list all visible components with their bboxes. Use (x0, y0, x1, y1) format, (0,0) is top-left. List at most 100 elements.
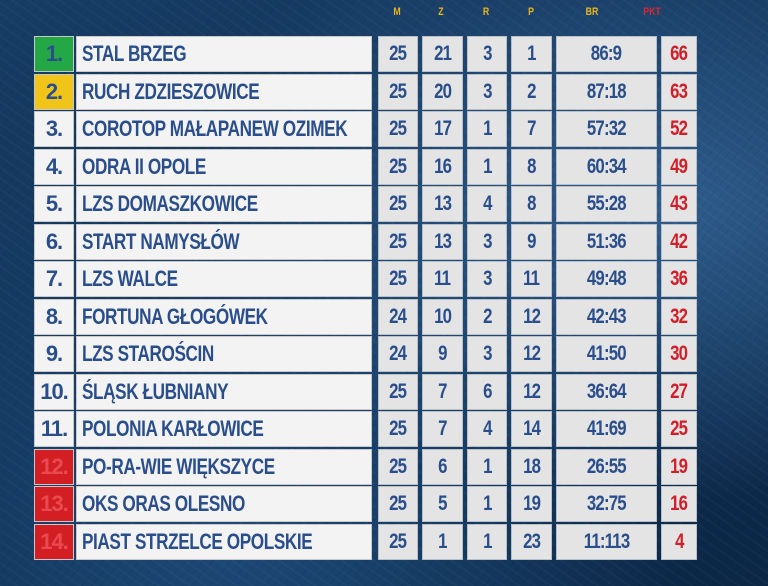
header-wins: Z (438, 6, 444, 18)
wins-cell: 6 (422, 448, 463, 485)
header-draws: R (482, 6, 490, 18)
wins-cell: 10 (422, 298, 463, 335)
goals-cell: 11:113 (556, 523, 657, 560)
matches-cell: 25 (378, 148, 418, 185)
team-name-cell: ŚLĄSK ŁUBNIANY (76, 373, 372, 410)
points-cell: 49 (661, 148, 697, 185)
matches-cell: 24 (378, 298, 418, 335)
goals-cell: 41:69 (556, 411, 657, 447)
team-name-cell: PIAST STRZELCE OPOLSKIE (76, 523, 372, 560)
position-cell: 11. (34, 411, 74, 447)
losses-cell: 23 (511, 523, 552, 560)
table-row: 8. FORTUNA GŁOGÓWEK 24 10 2 12 42:43 32 (34, 298, 697, 335)
matches-cell: 25 (378, 36, 418, 72)
points-cell: 30 (661, 336, 697, 372)
team-name-cell: OKS ORAS OLESNO (76, 486, 372, 522)
goals-cell: 55:28 (556, 186, 657, 222)
goals-cell: 57:32 (556, 111, 657, 147)
wins-cell: 13 (422, 223, 463, 260)
goals-cell: 51:36 (556, 223, 657, 260)
points-cell: 27 (661, 373, 697, 410)
goals-cell: 36:64 (556, 373, 657, 410)
position-cell: 13. (34, 486, 74, 522)
team-name-cell: RUCH ZDZIESZOWICE (76, 73, 372, 110)
table-row: 4. ODRA II OPOLE 25 16 1 8 60:34 49 (34, 148, 697, 185)
matches-cell: 25 (378, 111, 418, 147)
matches-cell: 25 (378, 186, 418, 222)
team-name-cell: LZS WALCE (76, 261, 372, 297)
matches-cell: 25 (378, 411, 418, 447)
wins-cell: 20 (422, 73, 463, 110)
points-cell: 42 (661, 223, 697, 260)
matches-cell: 25 (378, 448, 418, 485)
goals-cell: 49:48 (556, 261, 657, 297)
losses-cell: 11 (511, 261, 552, 297)
position-cell: 6. (34, 223, 74, 260)
points-cell: 32 (661, 298, 697, 335)
table-row: 10. ŚLĄSK ŁUBNIANY 25 7 6 12 36:64 27 (34, 373, 697, 410)
position-cell: 8. (34, 298, 74, 335)
table-row: 7. LZS WALCE 25 11 3 11 49:48 36 (34, 261, 697, 297)
team-name-cell: LZS DOMASZKOWICE (76, 186, 372, 222)
table-row: 2. RUCH ZDZIESZOWICE 25 20 3 2 87:18 63 (34, 73, 697, 110)
losses-cell: 8 (511, 186, 552, 222)
points-cell: 63 (661, 73, 697, 110)
wins-cell: 7 (422, 411, 463, 447)
wins-cell: 13 (422, 186, 463, 222)
team-name-cell: FORTUNA GŁOGÓWEK (76, 298, 372, 335)
team-name-cell: STAL BRZEG (76, 36, 372, 72)
wins-cell: 5 (422, 486, 463, 522)
position-cell: 3. (34, 111, 74, 147)
losses-cell: 19 (511, 486, 552, 522)
position-cell: 7. (34, 261, 74, 297)
points-cell: 19 (661, 448, 697, 485)
points-cell: 66 (661, 36, 697, 72)
losses-cell: 1 (511, 36, 552, 72)
points-cell: 25 (661, 411, 697, 447)
matches-cell: 25 (378, 523, 418, 560)
draws-cell: 6 (467, 373, 507, 410)
goals-cell: 42:43 (556, 298, 657, 335)
draws-cell: 4 (467, 411, 507, 447)
wins-cell: 16 (422, 148, 463, 185)
wins-cell: 21 (422, 36, 463, 72)
wins-cell: 7 (422, 373, 463, 410)
losses-cell: 12 (511, 298, 552, 335)
draws-cell: 1 (467, 111, 507, 147)
wins-cell: 1 (422, 523, 463, 560)
points-cell: 52 (661, 111, 697, 147)
losses-cell: 9 (511, 223, 552, 260)
position-cell: 2. (34, 73, 74, 110)
matches-cell: 25 (378, 223, 418, 260)
goals-cell: 41:50 (556, 336, 657, 372)
table-row: 12. PO-RA-WIE WIĘKSZYCE 25 6 1 18 26:55 … (34, 448, 697, 485)
table-row: 5. LZS DOMASZKOWICE 25 13 4 8 55:28 43 (34, 186, 697, 222)
position-cell: 12. (34, 448, 74, 485)
losses-cell: 8 (511, 148, 552, 185)
position-cell: 10. (34, 373, 74, 410)
losses-cell: 2 (511, 73, 552, 110)
team-name-cell: START NAMYSŁÓW (76, 223, 372, 260)
team-name-cell: PO-RA-WIE WIĘKSZYCE (76, 448, 372, 485)
points-cell: 16 (661, 486, 697, 522)
points-cell: 4 (661, 523, 697, 560)
matches-cell: 25 (378, 261, 418, 297)
matches-cell: 24 (378, 336, 418, 372)
draws-cell: 3 (467, 261, 507, 297)
draws-cell: 3 (467, 336, 507, 372)
draws-cell: 3 (467, 36, 507, 72)
position-cell: 9. (34, 336, 74, 372)
matches-cell: 25 (378, 486, 418, 522)
losses-cell: 12 (511, 336, 552, 372)
header-goals: BR (585, 6, 599, 18)
table-row: 14. PIAST STRZELCE OPOLSKIE 25 1 1 23 11… (34, 523, 697, 560)
losses-cell: 14 (511, 411, 552, 447)
table-row: 11. POLONIA KARŁOWICE 25 7 4 14 41:69 25 (34, 411, 697, 447)
losses-cell: 12 (511, 373, 552, 410)
draws-cell: 1 (467, 523, 507, 560)
team-name-cell: LZS STAROŚCIN (76, 336, 372, 372)
header-points: PKT (643, 6, 661, 18)
losses-cell: 7 (511, 111, 552, 147)
draws-cell: 1 (467, 148, 507, 185)
goals-cell: 26:55 (556, 448, 657, 485)
